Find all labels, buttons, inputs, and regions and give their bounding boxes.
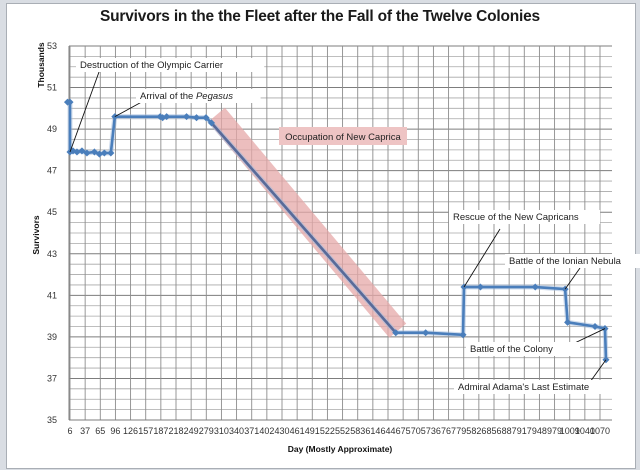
x-tick-label: 461: [290, 426, 305, 436]
x-tick-label: 491: [305, 426, 320, 436]
x-tick-label: 310: [214, 426, 229, 436]
x-tick-label: 705: [411, 426, 426, 436]
svg-text:Destruction of the Olympic Car: Destruction of the Olympic Carrier: [80, 60, 223, 71]
y-tick-label: 35: [47, 415, 57, 425]
x-tick-label: 6: [67, 426, 72, 436]
y-tick-label: 41: [47, 290, 57, 300]
annotation: Rescue of the New Capricans: [449, 210, 601, 288]
x-tick-label: 1009: [560, 426, 580, 436]
svg-text:Battle of the Colony: Battle of the Colony: [470, 344, 553, 355]
annotation: Arrival of the Pegasus: [114, 89, 261, 118]
y-axis-title: Survivors: [31, 215, 41, 254]
x-tick-label: 552: [335, 426, 350, 436]
y-tick-label: 39: [47, 332, 57, 342]
x-tick-label: 402: [259, 426, 274, 436]
x-axis-ticks: 6 37 65 96 126 157 187 218 249 279 310 340 371 402 430…: [67, 426, 610, 436]
svg-text:Occupation of New Caprica: Occupation of New Caprica: [285, 132, 401, 143]
chart-title: Survivors in the the Fleet after the Fal…: [100, 8, 540, 25]
x-tick-label: 614: [365, 426, 380, 436]
y-axis-ticks: 35 37 39 41 43 45 47 49 51 53: [47, 41, 57, 425]
annotation: Admiral Adama's Last Estimate: [454, 359, 616, 394]
x-tick-label: 249: [184, 426, 199, 436]
x-tick-label: 795: [456, 426, 471, 436]
x-tick-label: 65: [95, 426, 105, 436]
annotation: Battle of the Ionian Nebula: [505, 254, 640, 290]
y-tick-label: 53: [47, 41, 57, 51]
annotation: Destruction of the Olympic Carrier: [69, 58, 265, 153]
x-tick-label: 948: [532, 426, 547, 436]
occupation-label: Occupation of New Caprica: [279, 127, 407, 145]
x-tick-label: 675: [396, 426, 411, 436]
svg-text:Admiral Adama's Last Estimate: Admiral Adama's Last Estimate: [458, 382, 589, 393]
y-tick-label: 51: [47, 83, 57, 93]
x-tick-label: 979: [547, 426, 562, 436]
x-tick-label: 187: [153, 426, 168, 436]
y-axis-units: Thousands: [36, 42, 46, 88]
y-tick-label: 49: [47, 124, 57, 134]
x-tick-label: 1070: [590, 426, 610, 436]
x-tick-label: 856: [486, 426, 501, 436]
x-tick-label: 218: [168, 426, 183, 436]
svg-text:Rescue of the New Capricans: Rescue of the New Capricans: [453, 212, 579, 223]
x-axis-title: Day (Mostly Approximate): [288, 444, 393, 454]
occupation-band: [208, 107, 407, 338]
x-tick-label: 430: [274, 426, 289, 436]
x-tick-label: 736: [426, 426, 441, 436]
annotation: Battle of the Colony: [466, 328, 606, 356]
y-tick-label: 47: [47, 166, 57, 176]
x-tick-label: 371: [244, 426, 259, 436]
svg-text:Arrival of the Pegasus: Arrival of the Pegasus: [140, 91, 233, 102]
x-tick-label: 37: [80, 426, 90, 436]
x-tick-label: 279: [199, 426, 214, 436]
y-tick-label: 43: [47, 249, 57, 259]
x-tick-label: 1040: [575, 426, 595, 436]
x-tick-label: 887: [502, 426, 517, 436]
x-tick-label: 583: [350, 426, 365, 436]
x-tick-label: 340: [229, 426, 244, 436]
y-tick-label: 45: [47, 207, 57, 217]
x-tick-label: 917: [517, 426, 532, 436]
svg-text:Battle of the Ionian Nebula: Battle of the Ionian Nebula: [509, 256, 622, 267]
x-tick-label: 767: [441, 426, 456, 436]
x-tick-label: 96: [110, 426, 120, 436]
x-tick-label: 126: [123, 426, 138, 436]
x-tick-label: 522: [320, 426, 335, 436]
x-tick-label: 157: [138, 426, 153, 436]
y-tick-label: 37: [47, 373, 57, 383]
x-tick-label: 644: [380, 426, 395, 436]
x-tick-label: 826: [471, 426, 486, 436]
